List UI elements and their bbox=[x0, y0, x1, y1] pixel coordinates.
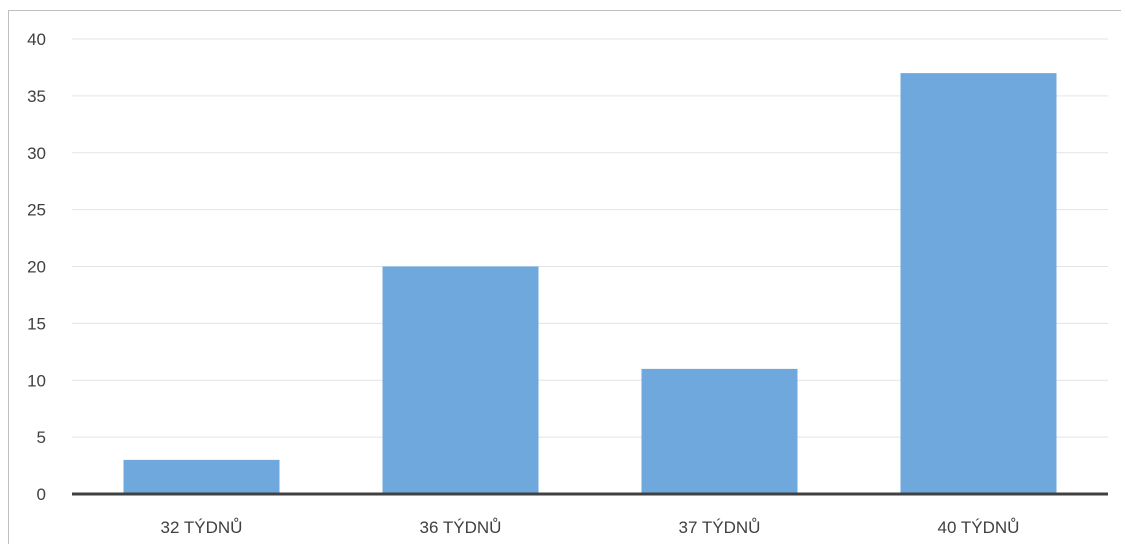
y-tick-label: 15 bbox=[27, 314, 46, 333]
bar bbox=[382, 266, 539, 494]
y-tick-label: 20 bbox=[27, 258, 46, 277]
x-tick-label: 40 TÝDNŮ bbox=[938, 518, 1020, 537]
y-tick-labels: 0 5 10 15 20 25 30 35 40 bbox=[27, 30, 46, 504]
y-tick-label: 40 bbox=[27, 30, 46, 49]
bars bbox=[123, 73, 1057, 494]
y-tick-label: 30 bbox=[27, 144, 46, 163]
y-tick-label: 25 bbox=[27, 201, 46, 220]
x-tick-label: 37 TÝDNŮ bbox=[679, 518, 761, 537]
bar bbox=[900, 73, 1057, 494]
y-tick-label: 10 bbox=[27, 371, 46, 390]
bar bbox=[641, 368, 798, 494]
y-tick-label: 0 bbox=[37, 485, 46, 504]
y-tick-label: 35 bbox=[27, 87, 46, 106]
y-tick-label: 5 bbox=[37, 428, 46, 447]
x-tick-labels: 32 TÝDNŮ 36 TÝDNŮ 37 TÝDNŮ 40 TÝDNŮ bbox=[161, 518, 1020, 537]
x-tick-label: 36 TÝDNŮ bbox=[420, 518, 502, 537]
x-tick-label: 32 TÝDNŮ bbox=[161, 518, 243, 537]
chart-frame bbox=[8, 10, 1121, 544]
bar bbox=[123, 459, 280, 494]
